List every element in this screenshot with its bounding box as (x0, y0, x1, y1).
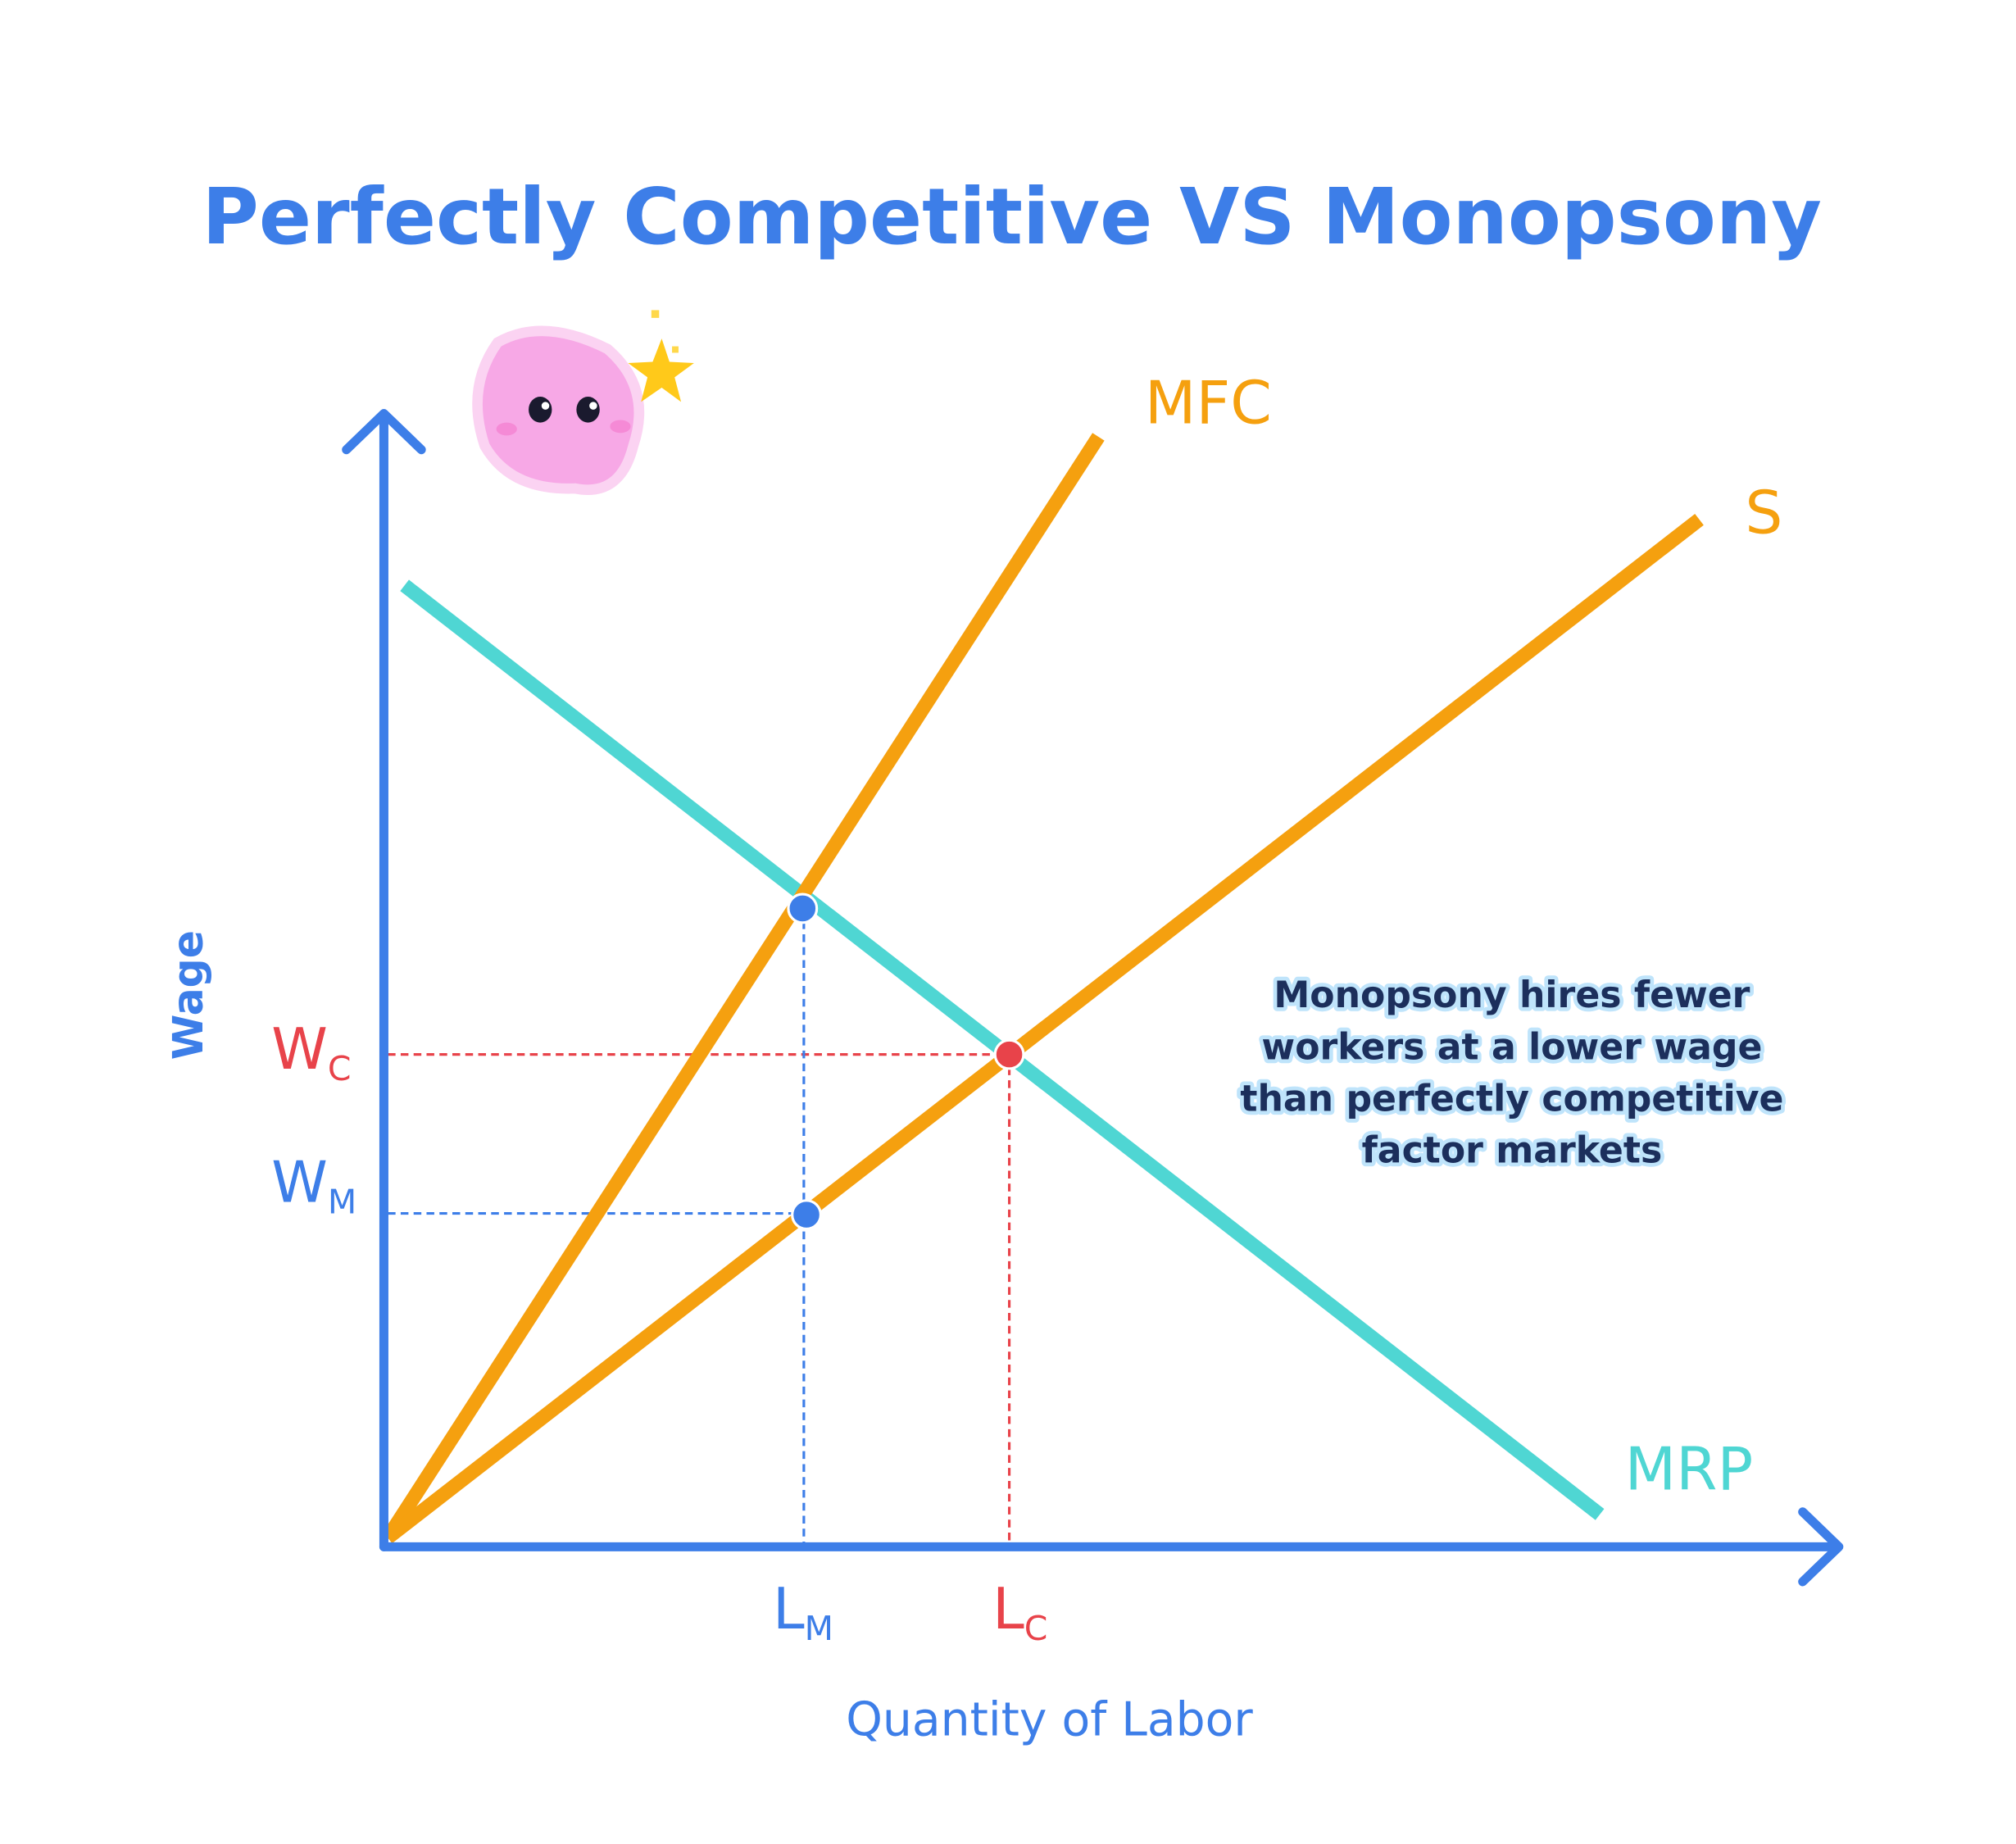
annotation: Monopsony hires fewer workers at a lower … (1237, 971, 1788, 1176)
wc-main: W (271, 1017, 328, 1083)
competitive-point (993, 1038, 1025, 1070)
monopsony-mfc-point (787, 892, 819, 924)
mrp-label: MRP (1625, 1435, 1754, 1504)
annotation-line: workers at a lower wage (1261, 1026, 1762, 1068)
annotation-line: factor markets (1362, 1129, 1663, 1171)
mfc-label: MFC (1145, 370, 1272, 438)
mfc-curve (381, 433, 1105, 1542)
wm-sub: M (328, 1183, 356, 1222)
wc-sub: C (328, 1049, 352, 1088)
s-label: S (1745, 479, 1782, 548)
title: Perfectly Competitive VS Monopsony (202, 172, 1822, 262)
lm-sub: M (805, 1609, 833, 1648)
wm-main: W (271, 1150, 328, 1215)
lm-label: LM (773, 1577, 833, 1648)
y-axis-label: Wage (164, 930, 212, 1060)
x-axis-label: Quantity of Labor (846, 1692, 1253, 1746)
wm-label: WM (271, 1150, 356, 1221)
annotation-line: Monopsony hires fewer (1274, 974, 1750, 1016)
monopsony-wage-point (791, 1199, 822, 1231)
lc-main: L (992, 1577, 1024, 1642)
s-curve (383, 513, 1704, 1544)
lc-sub: C (1024, 1609, 1048, 1648)
lm-main: L (773, 1577, 805, 1642)
wc-label: WC (271, 1017, 351, 1088)
lc-label: LC (992, 1577, 1047, 1648)
annotation-line: than perfectly competitive (1240, 1078, 1783, 1120)
mascot (472, 310, 694, 495)
axes (342, 409, 1844, 1587)
